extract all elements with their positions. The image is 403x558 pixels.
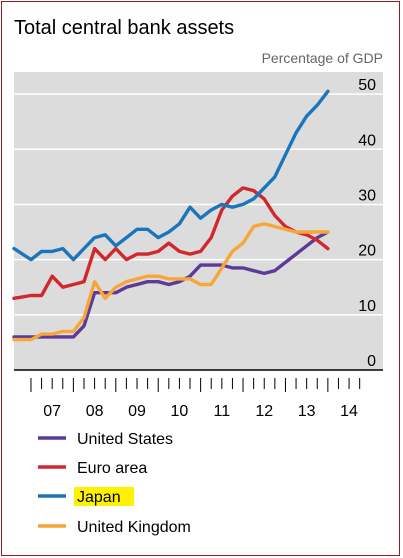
- y-tick-label: 20: [358, 243, 376, 260]
- x-axis-ticks: 07 08 09 10 11 12 13 14: [30, 378, 361, 420]
- chart-title: Total central bank assets: [14, 17, 234, 39]
- y-tick-label: 10: [358, 298, 376, 315]
- y-tick-label: 0: [367, 353, 376, 370]
- x-tick-label: 08: [86, 403, 104, 420]
- series-line-euro-area: [12, 186, 330, 300]
- plot-area: [14, 72, 383, 370]
- legend-highlight: [74, 487, 134, 506]
- legend-label-euro-area: Euro area: [77, 460, 147, 477]
- legend: United States Euro area Japan United Kingdo…: [38, 431, 191, 536]
- x-tick-label: 12: [255, 403, 273, 420]
- x-tick-label: 09: [128, 403, 146, 420]
- y-axis-label: Percentage of GDP: [262, 50, 383, 66]
- legend-label-united-kingdom: United Kingdom: [77, 519, 191, 536]
- y-tick-labels: 0 10 20 30 40 50: [358, 77, 376, 370]
- x-tick-label: 10: [171, 403, 189, 420]
- series-line-united-states: [12, 230, 330, 339]
- series-line-japan: [12, 89, 330, 262]
- x-tick-label: 13: [298, 403, 316, 420]
- y-tick-label: 30: [358, 187, 376, 204]
- series-lines: [12, 89, 330, 342]
- legend-label-japan: Japan: [77, 489, 121, 506]
- x-tick-label: 07: [43, 403, 61, 420]
- x-tick-label: 11: [214, 403, 231, 420]
- y-tick-label: 40: [358, 132, 376, 149]
- x-tick-label: 14: [340, 403, 358, 420]
- series-line-united-kingdom: [12, 222, 330, 342]
- legend-label-united-states: United States: [77, 431, 173, 448]
- y-tick-label: 50: [358, 77, 376, 94]
